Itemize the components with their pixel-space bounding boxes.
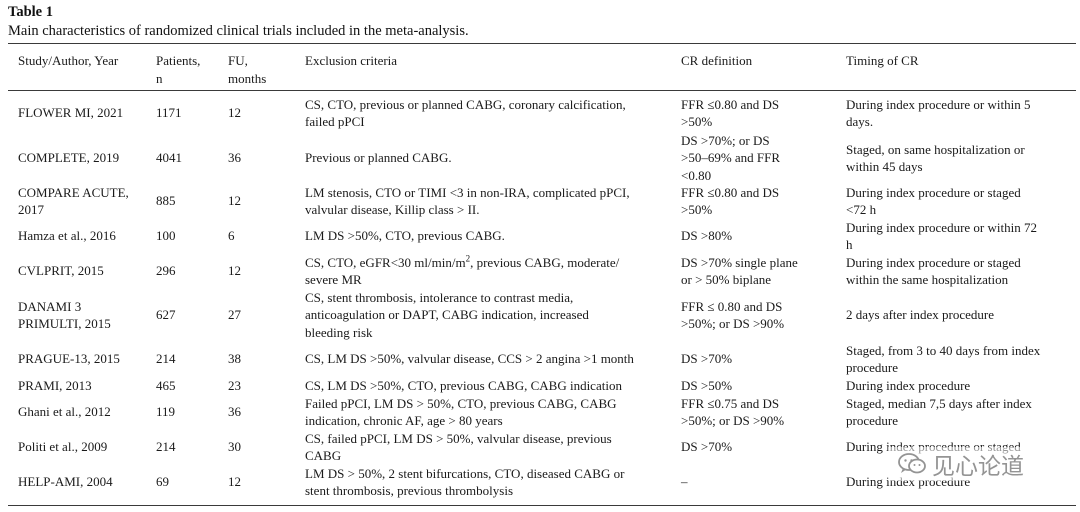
table-caption: Main characteristics of randomized clini… xyxy=(8,23,469,39)
cell-exclusion: CS, stent thrombosis, intolerance to con… xyxy=(305,289,589,340)
cell-patients: 465 xyxy=(156,378,176,394)
cell-study: COMPARE ACUTE, 2017 xyxy=(18,184,129,218)
cell-timing: Staged, on same hospitalization or within… xyxy=(846,141,1025,175)
cell-fu: 12 xyxy=(228,105,241,121)
cell-study: HELP-AMI, 2004 xyxy=(18,474,113,490)
cell-study: CVLPRIT, 2015 xyxy=(18,263,104,279)
table-label: Table 1 xyxy=(8,4,53,20)
cell-exclusion: CS, LM DS >50%, valvular disease, CCS > … xyxy=(305,351,634,367)
cell-fu: 23 xyxy=(228,378,241,394)
table-bottom-rule xyxy=(8,505,1076,507)
cell-patients: 296 xyxy=(156,263,176,279)
cell-cr-definition: FFR ≤ 0.80 and DS >50%; or DS >90% xyxy=(681,298,785,332)
cell-exclusion: LM DS > 50%, 2 stent bifurcations, CTO, … xyxy=(305,465,625,499)
cell-study: Politi et al., 2009 xyxy=(18,439,108,455)
cell-study: Hamza et al., 2016 xyxy=(18,228,116,244)
cell-study: FLOWER MI, 2021 xyxy=(18,105,124,121)
cell-fu: 36 xyxy=(228,150,241,166)
cell-timing: During index procedure or within 5 days. xyxy=(846,96,1031,130)
watermark-text: 见心论道 xyxy=(932,454,1024,480)
cell-study: DANAMI 3 PRIMULTI, 2015 xyxy=(18,298,111,332)
cell-cr-definition: DS >70% xyxy=(681,351,733,367)
cell-cr-definition: FFR ≤0.75 and DS >50%; or DS >90% xyxy=(681,395,785,429)
cell-patients: 119 xyxy=(156,404,176,420)
cell-study: PRAGUE-13, 2015 xyxy=(18,351,120,367)
wechat-icon xyxy=(898,453,926,474)
cell-fu: 30 xyxy=(228,439,241,455)
cell-patients: 100 xyxy=(156,228,176,244)
header-fu: FU, months xyxy=(228,53,267,86)
cell-cr-definition: DS >70%; or DS >50–69% and FFR <0.80 xyxy=(681,132,781,183)
header-timing: Timing of CR xyxy=(846,53,919,68)
cell-fu: 12 xyxy=(228,193,241,209)
table-header-rule xyxy=(8,90,1076,91)
cell-cr-definition: DS >50% xyxy=(681,378,733,394)
header-exclusion: Exclusion criteria xyxy=(305,53,398,68)
cell-exclusion: CS, LM DS >50%, CTO, previous CABG, CABG… xyxy=(305,378,622,394)
cell-cr-definition: DS >70% xyxy=(681,439,733,455)
cell-fu: 36 xyxy=(228,404,241,420)
header-cr-definition: CR definition xyxy=(681,53,753,68)
cell-exclusion: LM stenosis, CTO or TIMI <3 in non-IRA, … xyxy=(305,184,630,218)
cell-cr-definition: FFR ≤0.80 and DS >50% xyxy=(681,96,780,130)
cell-fu: 27 xyxy=(228,307,241,323)
header-study: Study/Author, Year xyxy=(18,53,119,68)
cell-timing: During index procedure xyxy=(846,378,971,394)
cell-patients: 1171 xyxy=(156,105,182,121)
cell-timing: During index procedure or within 72 h xyxy=(846,219,1037,253)
cell-patients: 4041 xyxy=(156,150,182,166)
cell-cr-definition: DS >70% single plane or > 50% biplane xyxy=(681,254,798,288)
cell-cr-definition: DS >80% xyxy=(681,228,733,244)
cell-timing: During index procedure or staged within t… xyxy=(846,254,1021,288)
cell-exclusion: CS, failed pPCI, LM DS > 50%, valvular d… xyxy=(305,430,612,464)
cell-timing: Staged, median 7,5 days after index proce… xyxy=(846,395,1032,429)
cell-timing: During index procedure or staged <72 h xyxy=(846,184,1021,218)
cell-patients: 627 xyxy=(156,307,176,323)
header-patients: Patients, n xyxy=(156,53,201,86)
cell-patients: 214 xyxy=(156,351,176,367)
cell-fu: 6 xyxy=(228,228,235,244)
cell-cr-definition: FFR ≤0.80 and DS >50% xyxy=(681,184,780,218)
cell-cr-definition: – xyxy=(681,474,688,490)
cell-exclusion: CS, CTO, previous or planned CABG, coron… xyxy=(305,96,626,130)
cell-fu: 38 xyxy=(228,351,241,367)
cell-exclusion: CS, CTO, eGFR<30 ml/min/m2, previous CAB… xyxy=(305,253,620,287)
cell-timing: Staged, from 3 to 40 days from index proc… xyxy=(846,342,1041,376)
cell-timing: 2 days after index procedure xyxy=(846,307,994,323)
cell-exclusion: LM DS >50%, CTO, previous CABG. xyxy=(305,228,505,244)
table-top-rule xyxy=(8,43,1076,45)
cell-patients: 69 xyxy=(156,474,169,490)
cell-study: Ghani et al., 2012 xyxy=(18,404,111,420)
cell-study: COMPLETE, 2019 xyxy=(18,150,120,166)
cell-patients: 885 xyxy=(156,193,176,209)
watermark: 见心论道 xyxy=(898,451,1024,480)
cell-fu: 12 xyxy=(228,263,241,279)
cell-study: PRAMI, 2013 xyxy=(18,378,92,394)
cell-fu: 12 xyxy=(228,474,241,490)
cell-exclusion: Previous or planned CABG. xyxy=(305,150,452,166)
cell-patients: 214 xyxy=(156,439,176,455)
cell-exclusion: Failed pPCI, LM DS > 50%, CTO, previous … xyxy=(305,395,617,429)
